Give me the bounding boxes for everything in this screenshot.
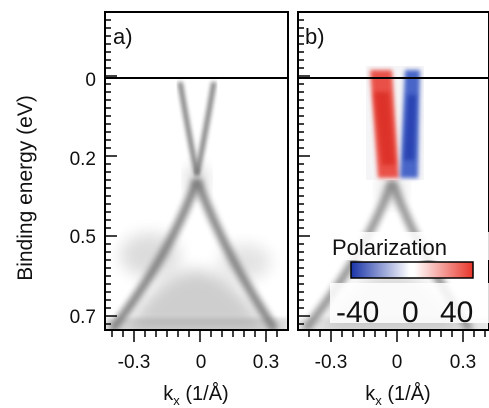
panel-a-x-tick-labels: -0.3 0 0.3 <box>118 352 280 373</box>
x-tick-label: -0.3 <box>118 352 151 373</box>
x-tick-label: 0 <box>196 352 207 373</box>
panel-b-x-tick-labels: -0.3 0 0.3 <box>315 352 477 373</box>
panel-a-label: a) <box>113 24 133 49</box>
colorbar-tick-pos: 40 <box>440 296 473 329</box>
x-tick-label: 0.3 <box>253 352 279 373</box>
y-tick-label: 0.2 <box>70 149 96 170</box>
panel-a-frame <box>104 11 289 331</box>
panel-b-polarization-map <box>366 66 424 180</box>
y-tick-labels: 0 0.2 0.5 0.7 <box>70 70 96 328</box>
x-tick-label: 0.3 <box>450 352 476 373</box>
x-tick-label: -0.3 <box>315 352 348 373</box>
panel-b-x-axis-label: kx (1/Å) <box>365 382 430 408</box>
y-tick-label: 0.5 <box>70 227 96 248</box>
panel-a: a) <box>104 11 289 342</box>
colorbar-gradient <box>350 261 474 279</box>
colorbar-title: Polarization <box>332 235 447 260</box>
panel-b: b) Polarization -40 0 40 <box>297 11 489 342</box>
x-tick-label: 0 <box>392 352 403 373</box>
panel-a-ticks <box>105 19 278 342</box>
panel-b-label: b) <box>305 24 325 49</box>
panel-b-ticks <box>298 19 486 342</box>
panel-a-spectrum <box>105 81 288 330</box>
panel-b-frame <box>297 11 489 331</box>
y-axis-label: Binding energy (eV) <box>14 95 37 281</box>
colorbar-tick-zero: 0 <box>402 296 419 329</box>
colorbar-tick-neg: -40 <box>336 296 379 329</box>
polarization-colorbar: Polarization -40 0 40 <box>330 232 489 329</box>
y-tick-label: 0.7 <box>70 307 96 328</box>
panel-a-x-axis-label: kx (1/Å) <box>163 382 228 408</box>
y-tick-label: 0 <box>85 70 96 91</box>
